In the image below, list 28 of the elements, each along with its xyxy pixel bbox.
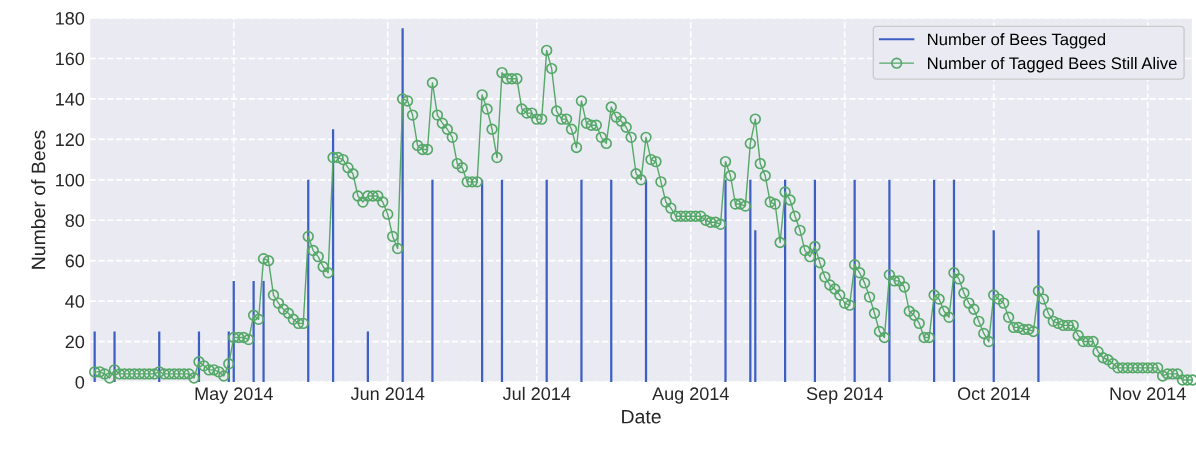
y-tick-label: 120 (56, 133, 85, 147)
x-tick-label: Sep 2014 (806, 387, 883, 404)
y-tick-label: 180 (56, 11, 85, 25)
x-tick-label: Jun 2014 (350, 387, 425, 401)
x-tick-label: Oct 2014 (957, 387, 1030, 401)
bar (888, 179, 891, 382)
bar (754, 230, 757, 382)
y-tick-label: 40 (65, 295, 85, 308)
y-tick-label: 20 (65, 335, 85, 349)
legend-label: Number of Tagged Bees Still Alive (928, 56, 1177, 73)
y-tick-label: 160 (56, 52, 85, 66)
x-tick-label: Jul 2014 (502, 386, 571, 401)
legend-label: Number of Bees Tagged (928, 33, 1106, 49)
bar (580, 179, 583, 382)
bar (262, 280, 265, 382)
x-tick-label: Aug 2014 (652, 387, 729, 404)
y-tick-label: 100 (56, 173, 85, 187)
y-tick-label: 0 (75, 375, 85, 389)
y-axis-title: Number of Bees (31, 130, 46, 269)
x-axis-title: Date (622, 409, 661, 424)
x-tick-label: Nov 2014 (1110, 387, 1186, 401)
y-tick-label: 80 (65, 214, 85, 227)
x-tick-label: May 2014 (195, 387, 273, 404)
bar (366, 331, 369, 382)
y-tick-label: 140 (56, 92, 85, 106)
y-tick-label: 60 (65, 254, 85, 268)
bar (724, 179, 727, 382)
bar (431, 179, 434, 382)
